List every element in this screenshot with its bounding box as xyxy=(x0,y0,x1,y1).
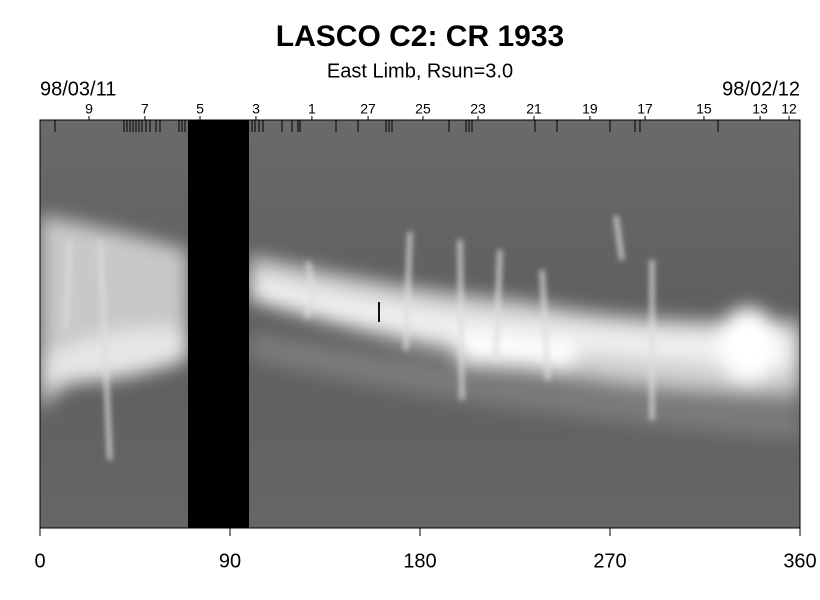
x2-tick-label: 23 xyxy=(470,101,486,117)
x2-tick-label: 25 xyxy=(415,101,431,117)
x2-tick-label: 15 xyxy=(696,101,712,117)
x2-tick-label: 27 xyxy=(360,101,376,117)
start-date: 98/03/11 xyxy=(40,78,116,100)
chart-subtitle: East Limb, Rsun=3.0 xyxy=(327,60,513,82)
x2-tick-label: 12 xyxy=(781,101,797,117)
chart-title: LASCO C2: CR 1933 xyxy=(276,20,564,53)
x2-tick-label: 21 xyxy=(526,101,542,117)
x2-tick-label: 1 xyxy=(308,101,316,117)
x-tick-label: 0 xyxy=(34,550,45,572)
x2-tick-label: 17 xyxy=(637,101,653,117)
x-tick-label: 180 xyxy=(403,550,436,572)
x-tick-label: 270 xyxy=(593,550,626,572)
x2-tick-label: 13 xyxy=(752,101,768,117)
x2-tick-label: 19 xyxy=(582,101,598,117)
x2-tick-label: 5 xyxy=(196,101,204,117)
event-markers xyxy=(54,120,719,132)
x-tick-label: 90 xyxy=(219,550,241,572)
synoptic-image xyxy=(40,120,800,528)
x2-tick-label: 3 xyxy=(252,101,260,117)
x-tick-label: 360 xyxy=(783,550,816,572)
x2-tick-label: 7 xyxy=(141,101,149,117)
end-date: 98/02/12 xyxy=(722,78,800,100)
x2-tick-label: 9 xyxy=(85,101,93,117)
